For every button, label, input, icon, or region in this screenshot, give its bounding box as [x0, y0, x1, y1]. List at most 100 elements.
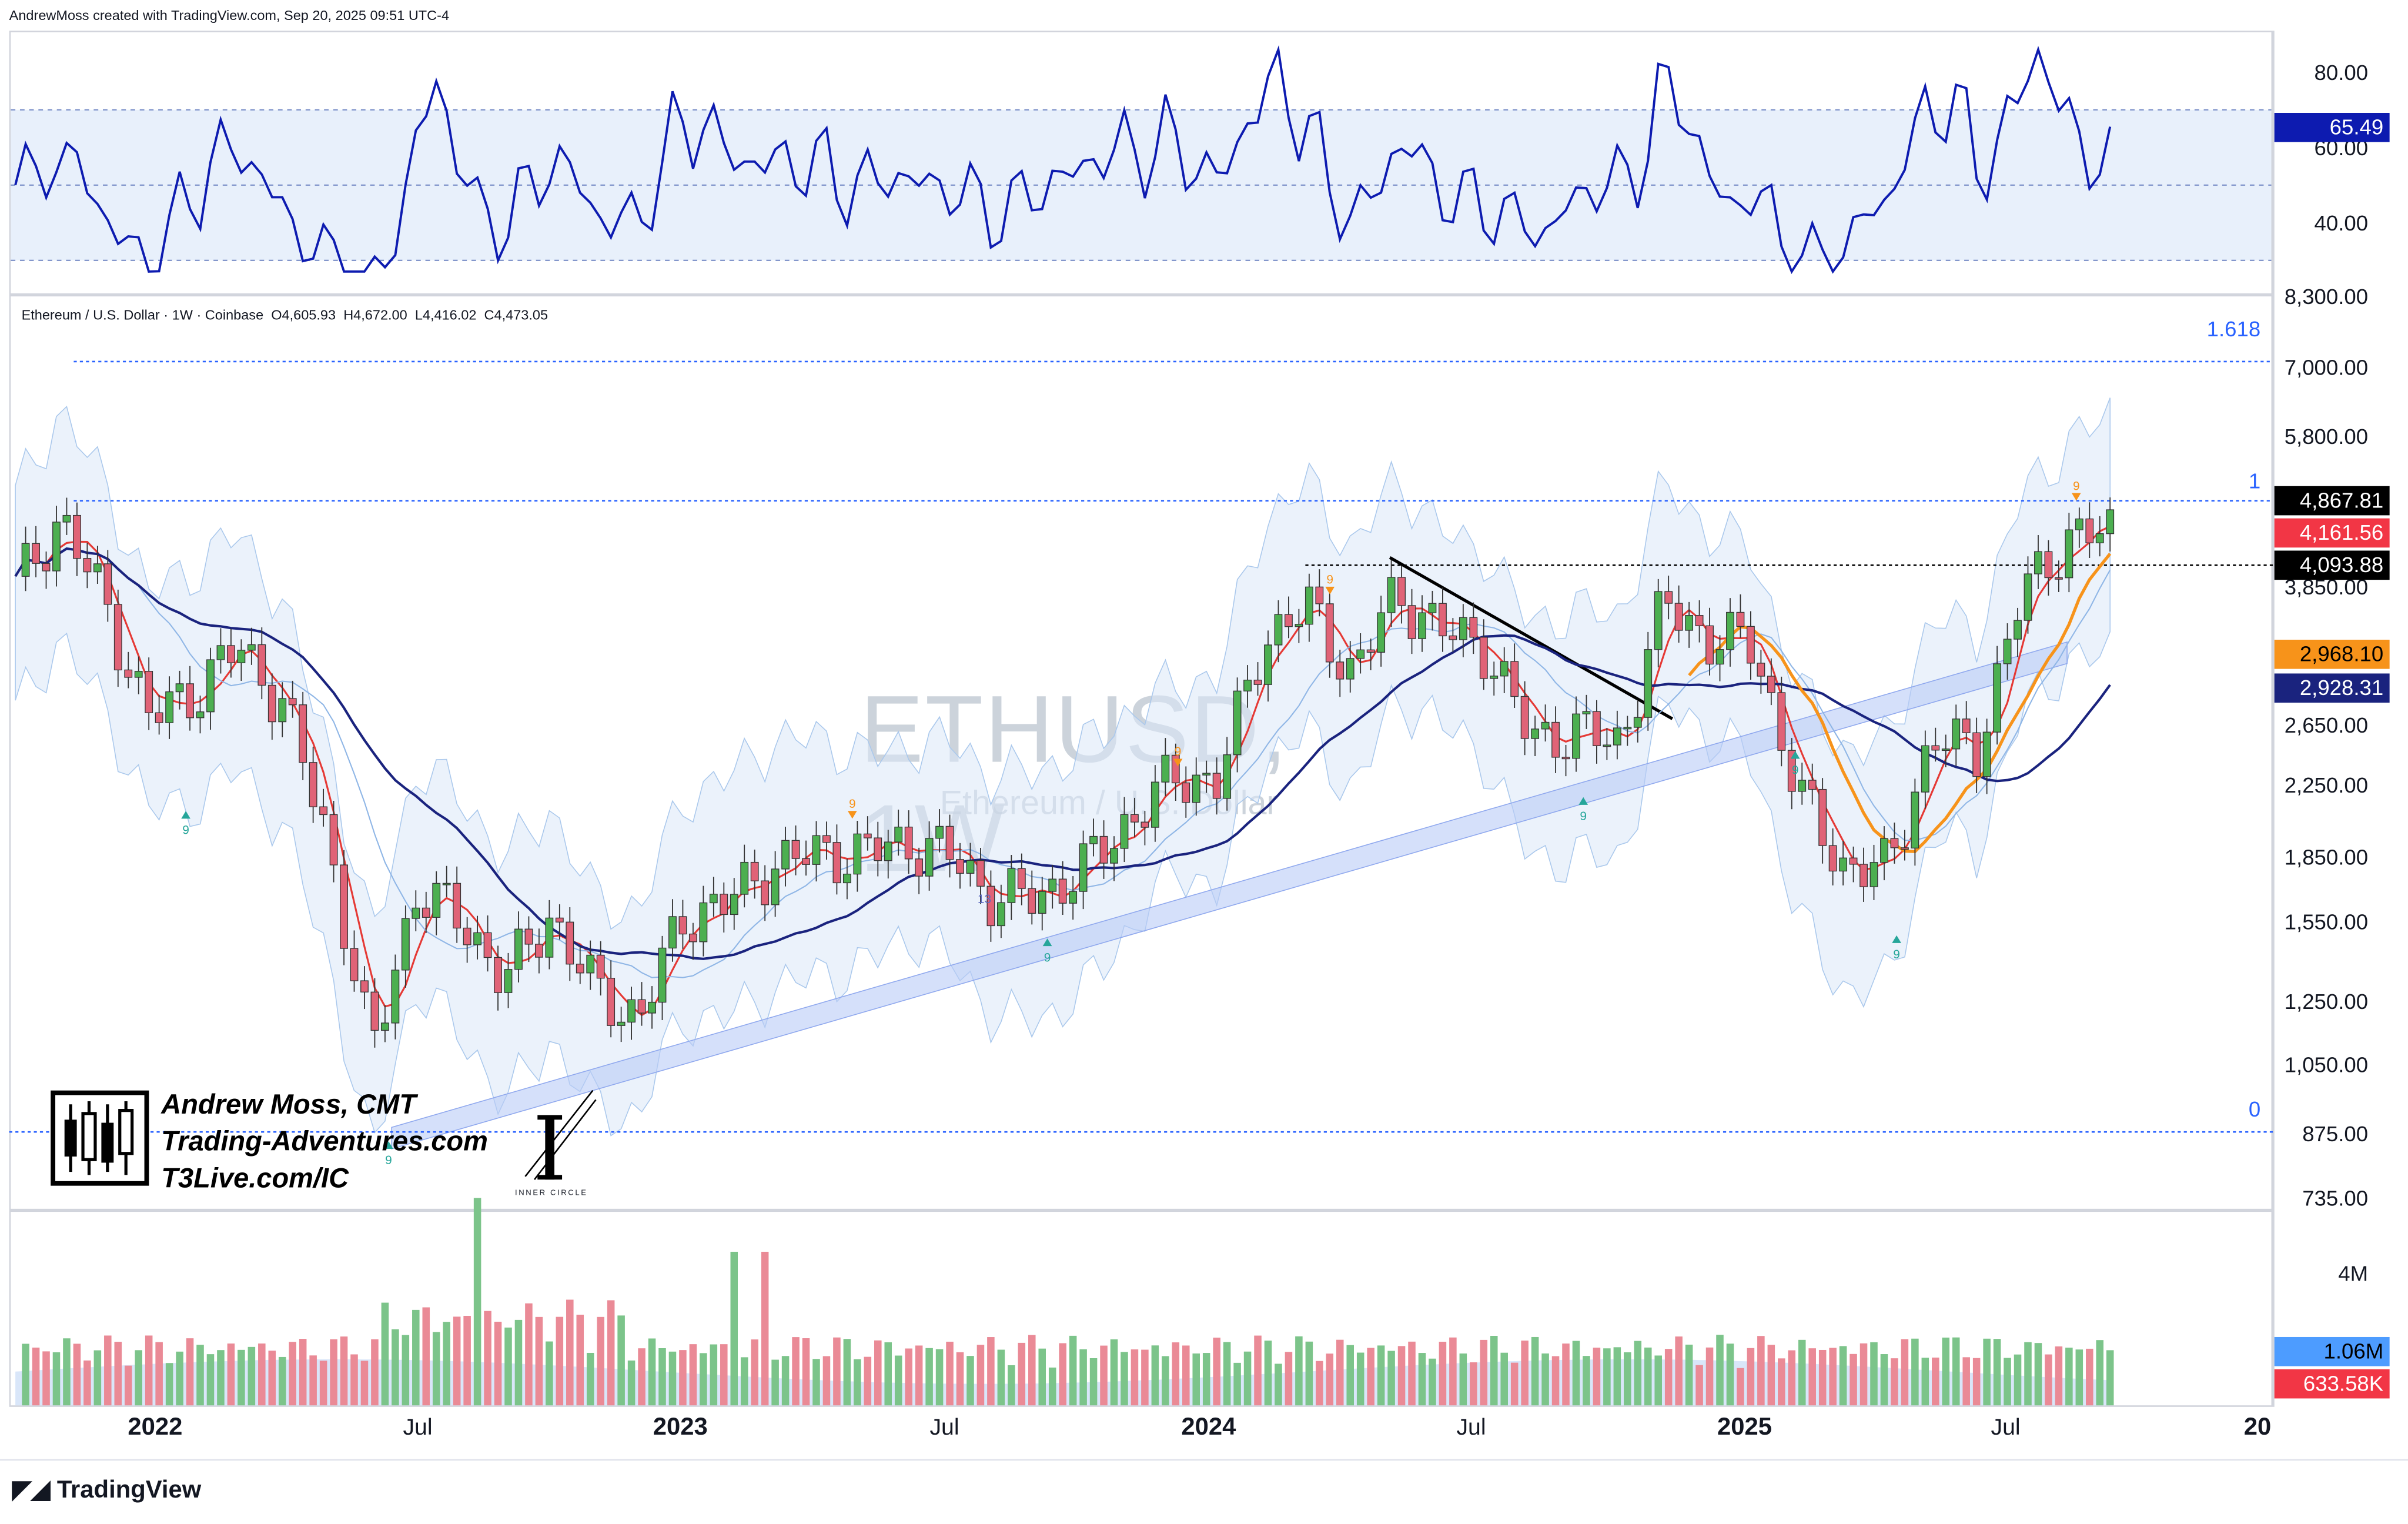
volume-bar [504, 1327, 512, 1406]
candle-body [442, 883, 451, 885]
candle-body [329, 814, 338, 865]
candle-body [2034, 551, 2042, 574]
candle-body [1839, 857, 1848, 872]
candle-body [299, 704, 307, 763]
candle-body [1069, 891, 1078, 904]
volume-bar [802, 1338, 810, 1406]
candle-body [1715, 649, 1724, 665]
candle-body [1869, 862, 1878, 887]
volume-bar [1141, 1349, 1149, 1406]
candle-body [1705, 625, 1714, 665]
volume-bar [935, 1349, 944, 1406]
volume-bar [2075, 1349, 2083, 1406]
candle-body [668, 916, 677, 949]
candle-body [1561, 757, 1570, 760]
volume-bar [1243, 1351, 1252, 1406]
volume-bar [1305, 1341, 1313, 1406]
signal-arrow-icon [847, 811, 857, 819]
candle-body [2095, 533, 2104, 543]
volume-bar [2004, 1358, 2011, 1406]
bottom-divider [0, 1459, 2408, 1461]
candle-body [1377, 612, 1386, 653]
volume-bar [2024, 1342, 2032, 1406]
volume-bar [627, 1360, 636, 1406]
candle-body [1141, 821, 1149, 828]
candle-body [1212, 773, 1221, 799]
volume-bar [1110, 1339, 1118, 1406]
volume-bar [1757, 1336, 1765, 1406]
volume-bar [371, 1339, 379, 1406]
candle-body [1407, 605, 1416, 639]
candle-body [412, 907, 420, 919]
volume-bar [2086, 1348, 2093, 1406]
volume-bar [1942, 1337, 1950, 1406]
candle-body [1644, 649, 1653, 718]
candle-body [915, 858, 924, 877]
signal-count-label: 9 [1893, 948, 1900, 961]
brand-site-2: T3Live.com/IC [161, 1162, 349, 1194]
candle-body [257, 644, 266, 686]
signal-arrow-icon [2071, 493, 2081, 501]
price-axis-label: 1,550.00 [2284, 909, 2369, 934]
volume-bar [1377, 1345, 1385, 1406]
candle-body [206, 659, 215, 713]
volume-bar [1079, 1349, 1087, 1406]
candle-body [370, 991, 379, 1031]
price-axis-label: 1,050.00 [2284, 1052, 2369, 1077]
candle-body [894, 826, 903, 843]
candle-body [945, 825, 954, 860]
volume-bar [1429, 1358, 1436, 1406]
candle-body [1859, 864, 1868, 887]
candle-body [1346, 658, 1354, 680]
tradingview-logo[interactable]: ◤◢ TradingView [12, 1475, 201, 1505]
candle-body [1603, 744, 1611, 747]
candle-body [1469, 617, 1478, 638]
candle-body [1017, 868, 1026, 889]
candle-body [391, 970, 400, 1024]
volume-bar [1490, 1336, 1498, 1406]
volume-bar [1778, 1358, 1785, 1406]
volume-bar [1213, 1338, 1220, 1406]
volume-bar [1747, 1348, 1755, 1406]
candle-body [1099, 835, 1108, 864]
volume-bar [42, 1351, 50, 1406]
candle-body [1695, 615, 1704, 627]
signal-arrow-icon [1578, 797, 1588, 805]
volume-bar [1223, 1342, 1231, 1406]
volume-bar [1818, 1349, 1827, 1406]
volume-bar [679, 1350, 687, 1406]
candle-body [504, 969, 513, 993]
signal-arrow-icon [1892, 935, 1901, 943]
volume-bar [2065, 1348, 2073, 1406]
candle-body [83, 558, 92, 573]
candle-body [935, 825, 944, 839]
volume-bar [1593, 1348, 1601, 1406]
volume-bar [1624, 1352, 1631, 1406]
candle-body [781, 840, 790, 870]
volume-bar [925, 1348, 933, 1406]
volume-bar [854, 1359, 861, 1406]
inner-circle-label: INNER CIRCLE [515, 1188, 588, 1198]
volume-bar [1572, 1341, 1580, 1406]
volume-bar [1901, 1339, 1909, 1406]
volume-bar [1685, 1344, 1693, 1406]
volume-bar [638, 1348, 646, 1406]
trend-channel-band [391, 641, 2068, 1150]
fib-1-label: 1 [2248, 468, 2261, 493]
volume-bar [1346, 1345, 1354, 1406]
price-axis-label: 875.00 [2302, 1121, 2369, 1146]
volume-bar [2014, 1354, 2022, 1406]
rsi-line [14, 45, 2112, 275]
volume-bar [22, 1343, 29, 1406]
candle-body [904, 826, 913, 860]
candle-body [2014, 620, 2022, 640]
volume-bar [514, 1319, 523, 1406]
volume-bar [597, 1316, 604, 1406]
brand-logo-icon [51, 1090, 149, 1186]
rsi-indicator [11, 45, 2272, 275]
candle-body [1079, 843, 1088, 892]
volume-bar [1121, 1352, 1128, 1406]
candle-body [1674, 603, 1683, 631]
volume-bar [546, 1341, 553, 1406]
